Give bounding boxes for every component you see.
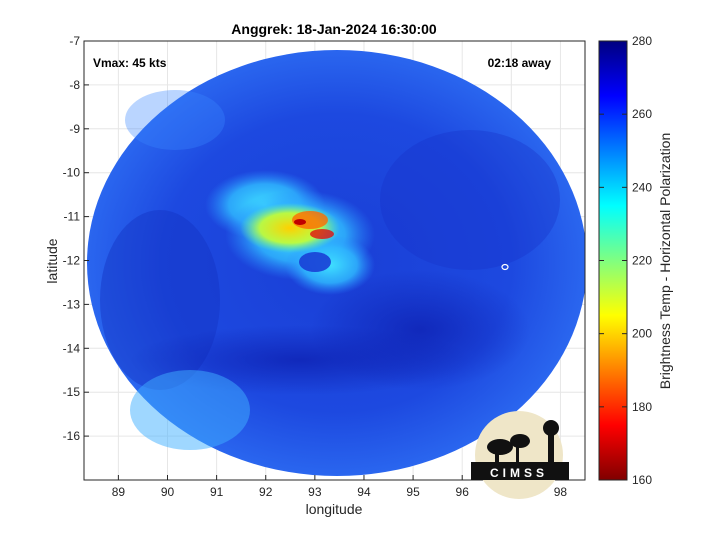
colorbar-tick-label: 220 bbox=[632, 254, 652, 268]
y-axis-label: latitude bbox=[44, 238, 60, 283]
x-tick-label: 92 bbox=[259, 485, 273, 499]
colorbar-ticks: 280 260 240 220 200 180 160 bbox=[599, 34, 652, 487]
logo-text: CIMSS bbox=[490, 466, 548, 480]
colorbar-tick-label: 280 bbox=[632, 34, 652, 48]
colorbar-tick-label: 180 bbox=[632, 400, 652, 414]
x-tick-label: 98 bbox=[554, 485, 568, 499]
x-tick-label: 95 bbox=[406, 485, 420, 499]
x-tick-label: 91 bbox=[210, 485, 224, 499]
colorbar-tick-label: 260 bbox=[632, 107, 652, 121]
y-tick-label: -11 bbox=[64, 210, 81, 224]
colorbar-tick-label: 200 bbox=[632, 327, 652, 341]
brightness-temperature-swath bbox=[87, 50, 585, 476]
y-tick-label: -8 bbox=[69, 78, 80, 92]
x-tick-label: 90 bbox=[161, 485, 175, 499]
time-away-annotation: 02:18 away bbox=[488, 56, 552, 70]
y-tick-label: -10 bbox=[63, 166, 81, 180]
y-axis-ticks: -7 -8 -9 -10 -11 -12 -13 -14 -15 -16 bbox=[63, 34, 89, 443]
y-tick-label: -7 bbox=[69, 34, 80, 48]
y-tick-label: -14 bbox=[63, 341, 81, 355]
y-tick-label: -15 bbox=[63, 385, 81, 399]
colorbar-tick-label: 160 bbox=[632, 473, 652, 487]
colorbar-tick-label: 240 bbox=[632, 180, 652, 194]
x-axis-label: longitude bbox=[306, 501, 363, 517]
y-tick-label: -9 bbox=[69, 122, 80, 136]
y-tick-label: -12 bbox=[63, 254, 81, 268]
cimss-logo: CIMSS bbox=[471, 411, 569, 499]
y-tick-label: -16 bbox=[63, 429, 81, 443]
x-tick-label: 89 bbox=[112, 485, 126, 499]
colorbar-label: Brightness Temp - Horizontal Polarizatio… bbox=[657, 133, 673, 390]
y-tick-label: -13 bbox=[63, 297, 81, 311]
x-tick-label: 93 bbox=[308, 485, 322, 499]
vmax-annotation: Vmax: 45 kts bbox=[93, 56, 167, 70]
x-tick-label: 96 bbox=[456, 485, 470, 499]
figure-title: Anggrek: 18-Jan-2024 16:30:00 bbox=[231, 21, 437, 37]
x-tick-label: 94 bbox=[357, 485, 371, 499]
